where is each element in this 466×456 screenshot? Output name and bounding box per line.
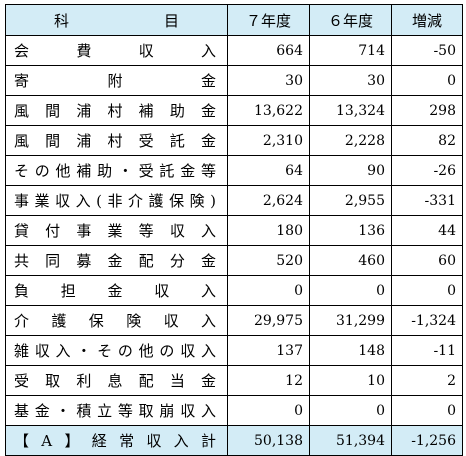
row-diff-value: -11 — [391, 335, 463, 366]
row-subject: 介護保険収入 — [5, 305, 228, 336]
row-year6-value: 460 — [309, 245, 392, 276]
total-year6-value: 51,394 — [309, 425, 392, 456]
row-year6-value: 2,228 — [309, 125, 392, 156]
row-subject: 会費収入 — [5, 35, 228, 66]
total-diff-value: -1,256 — [391, 425, 463, 456]
row-subject: 雑収入・その他の収入 — [5, 335, 228, 366]
row-diff-value: -331 — [391, 185, 463, 216]
row-year7-value: 12 — [227, 365, 310, 396]
row-year7-value: 664 — [227, 35, 310, 66]
row-diff-value: -1,324 — [391, 305, 463, 336]
table-row: 基金・積立等取崩収入 0 0 0 — [5, 395, 463, 426]
row-subject: 寄附金 — [5, 65, 228, 96]
table-row: 事業収入(非介護保険) 2,624 2,955 -331 — [5, 185, 463, 216]
row-subject: 負担金収入 — [5, 275, 228, 306]
table-row: 風間浦村補助金 13,622 13,324 298 — [5, 95, 463, 126]
table-row: 会費収入 664 714 -50 — [5, 35, 463, 66]
total-subject: 【A】経常収入計 — [5, 425, 228, 456]
table-row: 雑収入・その他の収入 137 148 -11 — [5, 335, 463, 366]
row-year7-value: 30 — [227, 65, 310, 96]
row-year7-value: 180 — [227, 215, 310, 246]
row-year7-value: 137 — [227, 335, 310, 366]
row-year6-value: 0 — [309, 275, 392, 306]
row-year6-value: 136 — [309, 215, 392, 246]
row-subject: 事業収入(非介護保険) — [5, 185, 228, 216]
row-year6-value: 714 — [309, 35, 392, 66]
table-row: その他補助・受託金等 64 90 -26 — [5, 155, 463, 186]
total-year7-value: 50,138 — [227, 425, 310, 456]
row-year6-value: 0 — [309, 395, 392, 426]
row-year6-value: 90 — [309, 155, 392, 186]
row-subject: 風間浦村受託金 — [5, 125, 228, 156]
row-year7-value: 0 — [227, 275, 310, 306]
total-row: 【A】経常収入計 50,138 51,394 -1,256 — [5, 425, 463, 456]
row-year6-value: 148 — [309, 335, 392, 366]
table-row: 共同募金配分金 520 460 60 — [5, 245, 463, 276]
header-subject: 科 目 — [5, 4, 228, 36]
table-row: 受取利息配当金 12 10 2 — [5, 365, 463, 396]
row-diff-value: 82 — [391, 125, 463, 156]
table-row: 負担金収入 0 0 0 — [5, 275, 463, 306]
row-subject: 共同募金配分金 — [5, 245, 228, 276]
row-diff-value: 0 — [391, 65, 463, 96]
table-row: 介護保険収入 29,975 31,299 -1,324 — [5, 305, 463, 336]
row-subject: 基金・積立等取崩収入 — [5, 395, 228, 426]
row-year7-value: 29,975 — [227, 305, 310, 336]
row-year6-value: 13,324 — [309, 95, 392, 126]
row-diff-value: 0 — [391, 395, 463, 426]
row-year6-value: 10 — [309, 365, 392, 396]
row-diff-value: -50 — [391, 35, 463, 66]
header-year6: ６年度 — [309, 4, 392, 36]
table-row: 貸付事業等収入 180 136 44 — [5, 215, 463, 246]
row-year7-value: 2,624 — [227, 185, 310, 216]
row-subject: 受取利息配当金 — [5, 365, 228, 396]
row-subject: 風間浦村補助金 — [5, 95, 228, 126]
header-diff: 増減 — [391, 4, 463, 36]
row-subject: その他補助・受託金等 — [5, 155, 228, 186]
row-diff-value: 0 — [391, 275, 463, 306]
row-diff-value: 298 — [391, 95, 463, 126]
row-year7-value: 2,310 — [227, 125, 310, 156]
row-diff-value: 44 — [391, 215, 463, 246]
row-subject: 貸付事業等収入 — [5, 215, 228, 246]
row-year6-value: 31,299 — [309, 305, 392, 336]
income-table: 科 目 ７年度 ６年度 増減 会費収入 664 714 -50 寄附金 30 3… — [5, 4, 463, 456]
row-year6-value: 2,955 — [309, 185, 392, 216]
row-year7-value: 520 — [227, 245, 310, 276]
income-table-wrapper: 科 目 ７年度 ６年度 増減 会費収入 664 714 -50 寄附金 30 3… — [5, 4, 463, 456]
row-year7-value: 13,622 — [227, 95, 310, 126]
row-diff-value: -26 — [391, 155, 463, 186]
row-year7-value: 64 — [227, 155, 310, 186]
table-row: 風間浦村受託金 2,310 2,228 82 — [5, 125, 463, 156]
header-year7: ７年度 — [227, 4, 310, 36]
row-diff-value: 2 — [391, 365, 463, 396]
row-year7-value: 0 — [227, 395, 310, 426]
header-row: 科 目 ７年度 ６年度 増減 — [5, 4, 463, 36]
table-row: 寄附金 30 30 0 — [5, 65, 463, 96]
row-year6-value: 30 — [309, 65, 392, 96]
row-diff-value: 60 — [391, 245, 463, 276]
